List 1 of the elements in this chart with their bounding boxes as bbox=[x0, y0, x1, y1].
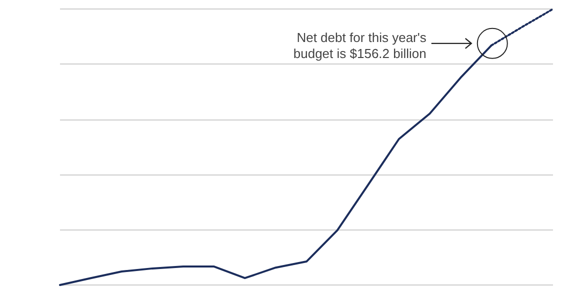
annotation: Net debt for this year's budget is $156.2 billion bbox=[292, 30, 426, 62]
